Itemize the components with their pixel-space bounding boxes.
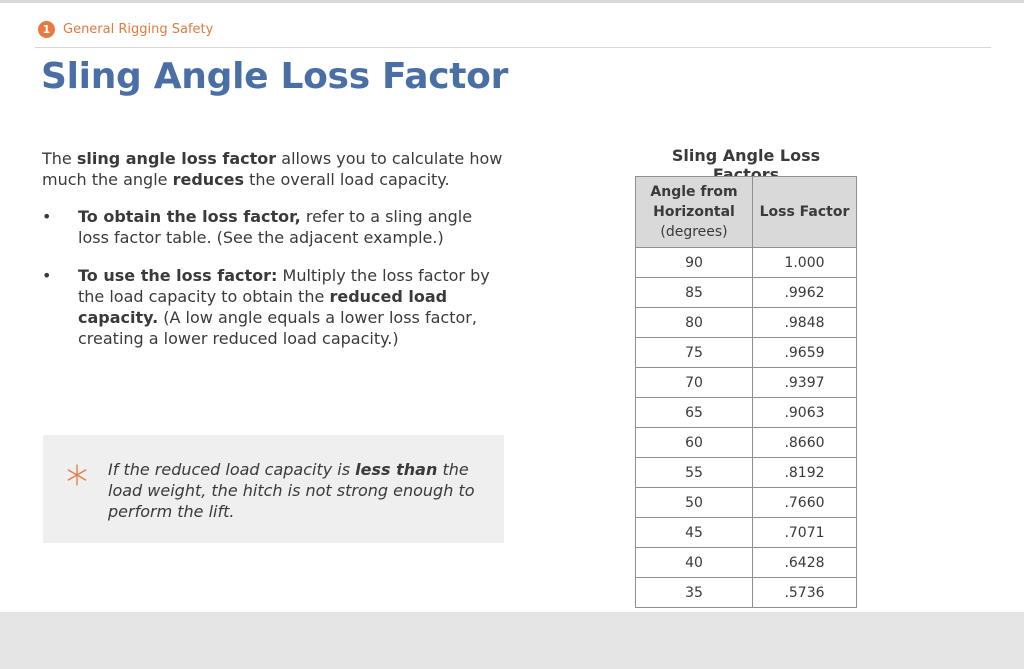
bullet-text: Multiply the loss factor by the load cap… bbox=[78, 266, 490, 306]
table-row: 40.6428 bbox=[635, 547, 857, 578]
bullet-list: • To obtain the loss factor, refer to a s… bbox=[42, 206, 502, 366]
angle-cell: 85 bbox=[635, 277, 753, 308]
table-row: 90 1.000 bbox=[635, 247, 857, 278]
loss-factor-table: Angle from Horizontal (degrees) Loss Fac… bbox=[635, 176, 857, 608]
note-bold: less than bbox=[355, 460, 438, 479]
angle-cell: 80 bbox=[635, 307, 753, 338]
angle-cell: 70 bbox=[635, 367, 753, 398]
factor-cell: .8660 bbox=[752, 427, 857, 458]
factor-cell: .9397 bbox=[752, 367, 857, 398]
bullet-bold-2: reduced load capacity. bbox=[78, 287, 448, 327]
asterisk-icon bbox=[67, 464, 87, 486]
factor-cell: 1.000 bbox=[752, 247, 857, 278]
table-row: 35.5736 bbox=[635, 577, 857, 608]
breadcrumb: 1 General Rigging Safety bbox=[38, 21, 213, 38]
angle-cell: 65 bbox=[635, 397, 753, 428]
top-border bbox=[0, 0, 1024, 3]
module-name: General Rigging Safety bbox=[63, 22, 214, 37]
intro-text-1: The bbox=[42, 149, 77, 168]
bullet-marker: • bbox=[42, 266, 52, 285]
angle-cell: 90 bbox=[635, 247, 753, 278]
factor-cell: .5736 bbox=[752, 577, 857, 608]
factor-cell: .9063 bbox=[752, 397, 857, 428]
module-number-badge: 1 bbox=[38, 21, 55, 38]
table-row: 70.9397 bbox=[635, 367, 857, 398]
factor-cell: .6428 bbox=[752, 547, 857, 578]
header-angle: Angle from Horizontal (degrees) bbox=[635, 176, 753, 248]
factor-cell: .9659 bbox=[752, 337, 857, 368]
header-angle-line2: Horizontal bbox=[653, 204, 735, 220]
factor-cell: .8192 bbox=[752, 457, 857, 488]
table-row: 55.8192 bbox=[635, 457, 857, 488]
table-row: 75.9659 bbox=[635, 337, 857, 368]
angle-cell: 55 bbox=[635, 457, 753, 488]
table-row: 65.9063 bbox=[635, 397, 857, 428]
intro-bold-2: reduces bbox=[172, 170, 245, 189]
factor-cell: .7660 bbox=[752, 487, 857, 518]
intro-text-3: the overall load capacity. bbox=[244, 170, 450, 189]
angle-cell: 40 bbox=[635, 547, 753, 578]
intro-bold-1: sling angle loss factor bbox=[76, 149, 277, 168]
factor-cell: .7071 bbox=[752, 517, 857, 548]
table-row: 85.9962 bbox=[635, 277, 857, 308]
page-title: Sling Angle Loss Factor bbox=[41, 56, 509, 97]
factor-cell: .9962 bbox=[752, 277, 857, 308]
note-text: If the reduced load capacity is less tha… bbox=[108, 459, 488, 522]
intro-text-2: allows you to calculate how much the ang… bbox=[42, 149, 503, 189]
header-angle-line1: Angle from bbox=[650, 184, 738, 200]
header-divider bbox=[35, 47, 991, 48]
list-item: • To obtain the loss factor, refer to a s… bbox=[42, 206, 502, 248]
angle-cell: 35 bbox=[635, 577, 753, 608]
factor-cell: .9848 bbox=[752, 307, 857, 338]
table-row: 60.8660 bbox=[635, 427, 857, 458]
table-row: 45.7071 bbox=[635, 517, 857, 548]
table-row: 80.9848 bbox=[635, 307, 857, 338]
header-angle-line3: (degrees) bbox=[660, 224, 728, 240]
table-header-row: Angle from Horizontal (degrees) Loss Fac… bbox=[635, 176, 857, 248]
list-item: • To use the loss factor: Multiply the lo… bbox=[42, 265, 502, 349]
intro-paragraph: The sling angle loss factor allows you t… bbox=[42, 148, 512, 190]
note-text-1: If the reduced load capacity is bbox=[108, 460, 356, 479]
bullet-text-2: (A low angle equals a lower loss factor,… bbox=[78, 308, 477, 348]
footer-bar bbox=[0, 612, 1024, 669]
bullet-bold: To obtain the loss factor, bbox=[78, 207, 301, 226]
note-text-2: the load weight, the hitch is not strong… bbox=[108, 460, 475, 521]
angle-cell: 60 bbox=[635, 427, 753, 458]
bullet-bold: To use the loss factor: bbox=[78, 266, 278, 285]
header-loss-factor: Loss Factor bbox=[752, 176, 857, 248]
table-row: 50.7660 bbox=[635, 487, 857, 518]
bullet-text: refer to a sling angle loss factor table… bbox=[78, 207, 473, 247]
angle-cell: 75 bbox=[635, 337, 753, 368]
callout-note: If the reduced load capacity is less tha… bbox=[43, 435, 504, 543]
angle-cell: 50 bbox=[635, 487, 753, 518]
angle-cell: 45 bbox=[635, 517, 753, 548]
bullet-marker: • bbox=[42, 207, 52, 226]
